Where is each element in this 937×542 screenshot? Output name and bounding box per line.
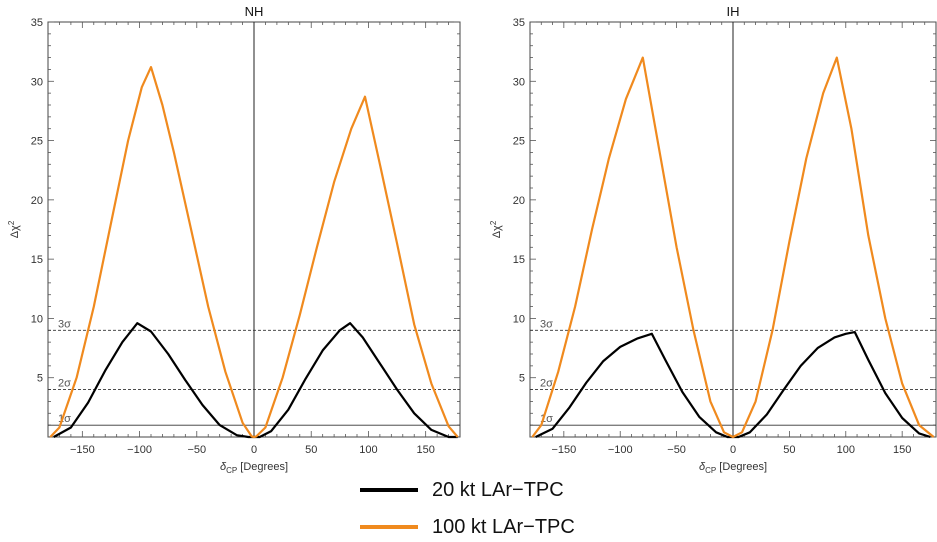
reference-label: 3σ — [58, 318, 71, 330]
legend-swatch-20kt — [360, 488, 418, 492]
reference-label: 2σ — [58, 378, 71, 390]
y-tick-label: 30 — [31, 76, 43, 88]
series-line-100kt — [531, 56, 935, 439]
series-line-20kt — [535, 331, 931, 439]
y-tick-label: 20 — [31, 195, 43, 207]
y-tick-label: 20 — [513, 195, 525, 207]
y-tick-label: 25 — [513, 136, 525, 148]
chart-title: NH — [245, 4, 264, 19]
y-tick-label: 25 — [31, 136, 43, 148]
x-tick-label: 50 — [783, 444, 795, 456]
y-tick-label: 5 — [519, 373, 525, 385]
y-tick-label: 35 — [31, 17, 43, 29]
chart-title: IH — [727, 4, 740, 19]
reference-label: 2σ — [540, 378, 553, 390]
series-line-20kt — [53, 322, 458, 439]
x-tick-label: −150 — [70, 444, 95, 456]
y-tick-label: 5 — [37, 373, 43, 385]
x-axis-label: δCP [Degrees] — [220, 461, 288, 475]
x-tick-label: −50 — [187, 444, 206, 456]
x-tick-label: −100 — [608, 444, 633, 456]
x-axis-label: δCP [Degrees] — [699, 461, 767, 475]
x-tick-label: 0 — [730, 444, 736, 456]
legend-swatch-100kt — [360, 525, 418, 529]
legend-label-100kt: 100 kt LAr−TPC — [432, 515, 575, 538]
x-tick-label: −100 — [127, 444, 152, 456]
legend-item-20kt: 20 kt LAr−TPC — [360, 475, 564, 505]
series-line-100kt — [49, 65, 459, 439]
reference-label: 3σ — [540, 318, 553, 330]
y-tick-label: 35 — [513, 17, 525, 29]
y-axis-label: Δχ2 — [7, 220, 21, 238]
legend-label-20kt: 20 kt LAr−TPC — [432, 478, 564, 501]
y-tick-label: 10 — [31, 313, 43, 325]
x-tick-label: 50 — [305, 444, 317, 456]
y-tick-label: 15 — [513, 254, 525, 266]
x-tick-label: 150 — [893, 444, 911, 456]
y-axis-label: Δχ2 — [489, 220, 503, 238]
y-tick-label: 30 — [513, 76, 525, 88]
x-tick-label: 150 — [416, 444, 434, 456]
legend-item-100kt: 100 kt LAr−TPC — [360, 512, 575, 542]
x-tick-label: −150 — [551, 444, 576, 456]
x-tick-label: −50 — [667, 444, 686, 456]
x-tick-label: 100 — [837, 444, 855, 456]
y-tick-label: 10 — [513, 313, 525, 325]
x-tick-label: 100 — [359, 444, 377, 456]
y-tick-label: 15 — [31, 254, 43, 266]
x-tick-label: 0 — [251, 444, 257, 456]
